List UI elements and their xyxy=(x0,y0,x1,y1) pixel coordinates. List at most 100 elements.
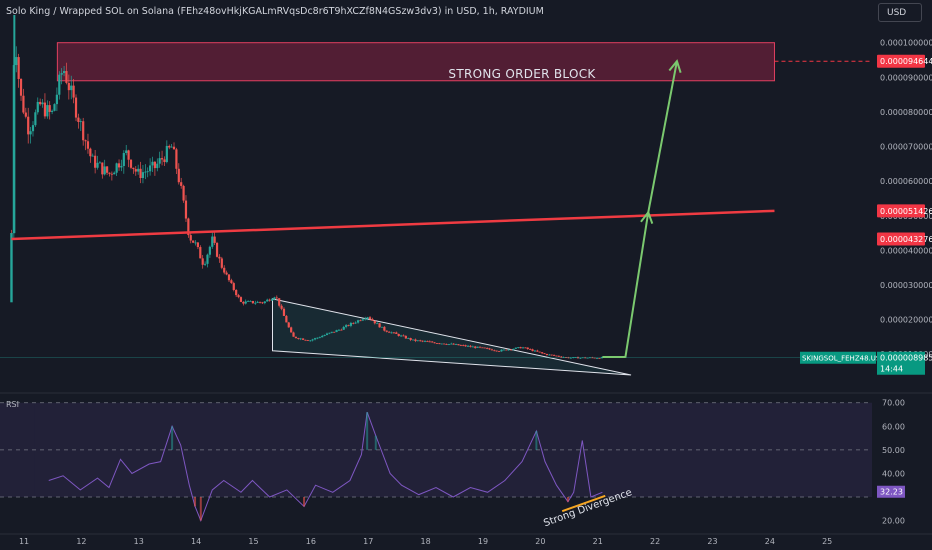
price-tick-label: 0.000040000 xyxy=(880,246,932,255)
candle xyxy=(163,159,166,163)
candle xyxy=(426,341,429,342)
candle xyxy=(443,343,446,345)
price-tick-label: 0.000090000 xyxy=(880,73,932,82)
rsi-tick-label: 70.00 xyxy=(882,399,905,408)
candle xyxy=(215,242,219,257)
candle xyxy=(48,105,51,112)
candle xyxy=(146,171,149,173)
candle xyxy=(249,300,252,302)
candle xyxy=(297,338,300,339)
candle xyxy=(275,297,278,299)
candle xyxy=(203,263,207,265)
candle xyxy=(218,256,221,259)
candle xyxy=(206,254,209,264)
candle xyxy=(416,340,419,342)
trendline-price-label-bg xyxy=(877,204,925,218)
currency-button[interactable]: USD xyxy=(878,3,922,22)
candle xyxy=(282,308,286,316)
candle xyxy=(488,348,491,350)
time-tick-label: 23 xyxy=(707,537,717,546)
candle xyxy=(586,357,589,359)
candle xyxy=(72,85,75,98)
candle xyxy=(531,349,534,352)
candle xyxy=(184,200,188,219)
candle xyxy=(46,105,49,117)
candle xyxy=(321,335,324,338)
candle xyxy=(397,333,400,336)
candle xyxy=(421,340,424,342)
time-tick-label: 22 xyxy=(650,537,660,546)
candle xyxy=(557,355,560,357)
rsi-tick-label: 60.00 xyxy=(882,422,905,431)
candle xyxy=(541,352,544,354)
candle xyxy=(304,339,307,341)
candle xyxy=(266,299,269,302)
candle xyxy=(101,162,104,175)
candle xyxy=(512,348,515,350)
time-tick-label: 12 xyxy=(76,537,86,546)
candle xyxy=(129,159,133,168)
candle xyxy=(258,301,262,303)
candle xyxy=(376,323,379,325)
candle xyxy=(533,350,537,352)
symbol-tag-bg xyxy=(800,351,876,364)
candle xyxy=(311,339,314,341)
candle xyxy=(189,235,192,241)
candle xyxy=(177,168,180,183)
candle xyxy=(213,236,216,243)
candle xyxy=(521,347,525,349)
candle xyxy=(39,101,42,105)
candle xyxy=(316,337,319,339)
target-price-label-bg xyxy=(877,54,925,68)
projection-arrow-2 xyxy=(647,61,678,213)
candle xyxy=(545,353,549,356)
candle xyxy=(153,161,156,169)
candle xyxy=(335,330,338,333)
time-tick-label: 19 xyxy=(478,537,488,546)
candle xyxy=(301,338,305,340)
candle xyxy=(495,350,498,352)
candle xyxy=(113,172,116,175)
candle xyxy=(122,153,125,167)
candle xyxy=(569,357,572,359)
candle xyxy=(141,172,145,178)
candle xyxy=(486,348,489,349)
candle xyxy=(182,185,185,201)
candle xyxy=(280,305,283,309)
chart-title: Solo King / Wrapped SOL on Solana (FEhz4… xyxy=(6,6,544,17)
candle xyxy=(524,347,527,349)
candle xyxy=(390,332,393,334)
candle xyxy=(404,335,407,339)
candle xyxy=(433,342,436,344)
candle xyxy=(464,345,467,347)
candle xyxy=(385,330,388,332)
candle xyxy=(254,302,257,304)
candle xyxy=(41,102,44,105)
candle xyxy=(476,346,479,348)
price-tick-label: 0.000020000 xyxy=(880,316,932,325)
candle xyxy=(261,302,264,304)
candle xyxy=(445,344,448,345)
candle xyxy=(290,327,293,333)
candle xyxy=(94,155,97,168)
rsi-tick-label: 50.00 xyxy=(882,446,905,455)
candle xyxy=(474,346,477,348)
candle xyxy=(24,112,27,117)
candle xyxy=(505,349,508,351)
candle xyxy=(105,166,109,173)
candle xyxy=(168,145,171,148)
candle xyxy=(117,163,121,168)
candle xyxy=(244,301,247,304)
candle xyxy=(452,343,455,345)
divergence-line xyxy=(561,494,606,513)
candle xyxy=(151,161,154,166)
candle xyxy=(498,351,501,352)
candle xyxy=(27,116,30,135)
candle xyxy=(330,331,333,333)
candle xyxy=(409,338,412,341)
candle xyxy=(371,319,374,321)
launch-candle xyxy=(10,233,13,303)
candle xyxy=(158,158,161,164)
candle xyxy=(34,112,37,126)
